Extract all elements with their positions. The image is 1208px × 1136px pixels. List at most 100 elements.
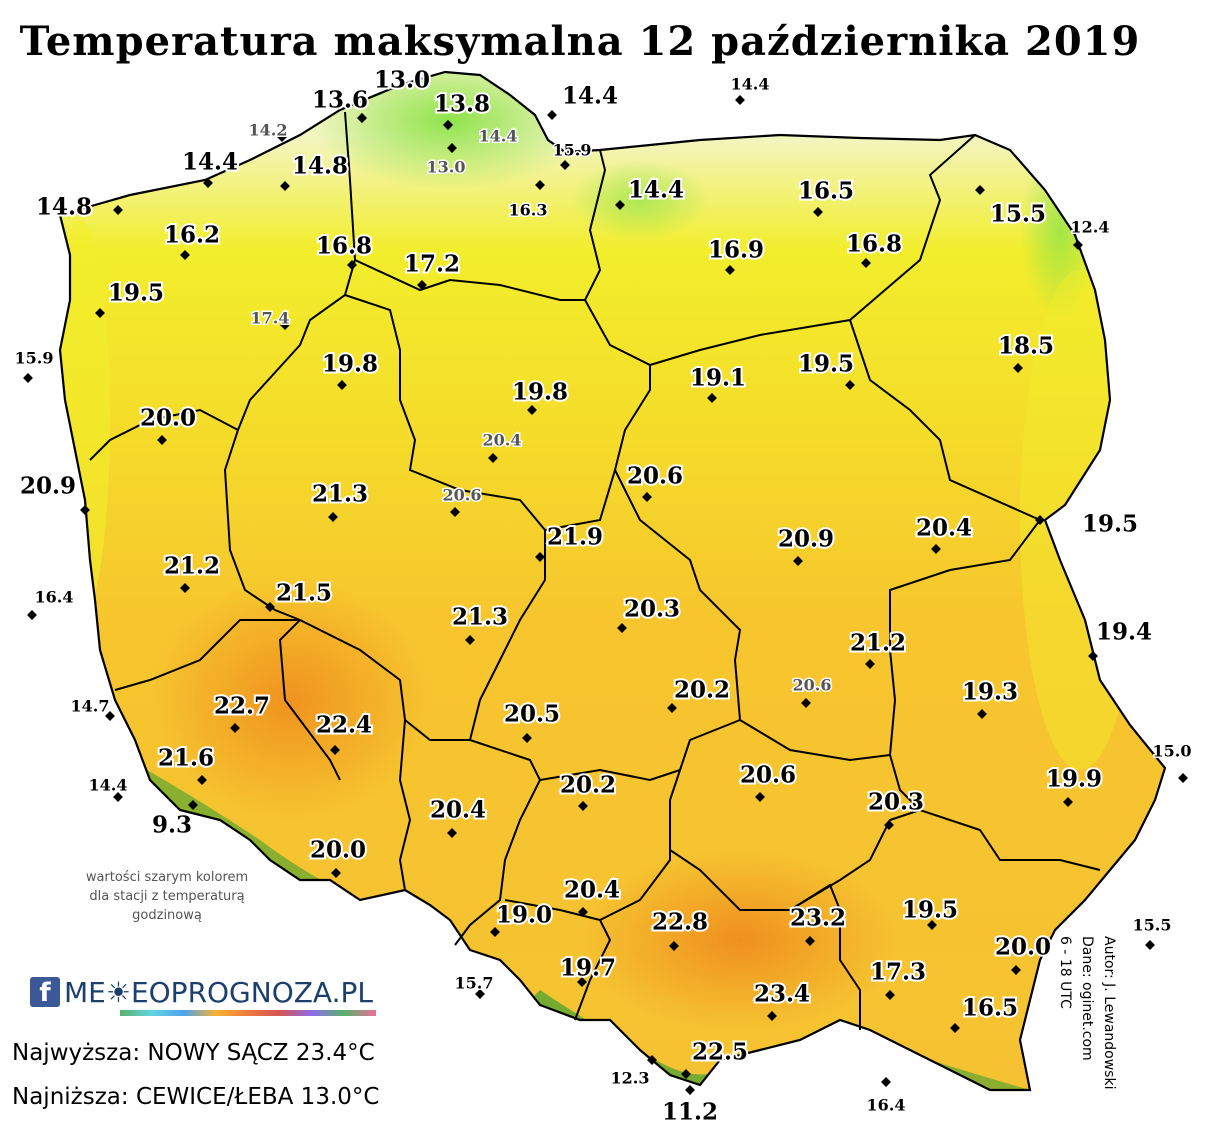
station-temperature-label: 12.3 — [611, 1069, 650, 1088]
station-temperature-label: 19.4 — [1096, 619, 1152, 646]
station-marker — [801, 698, 811, 708]
station-temperature-label: 20.2 — [674, 677, 730, 704]
station-temperature-label: 22.8 — [652, 909, 708, 936]
station-temperature-label: 16.8 — [846, 231, 902, 258]
station-marker — [105, 711, 115, 721]
station-marker — [927, 920, 937, 930]
station-marker — [328, 512, 338, 522]
station-marker — [578, 801, 588, 811]
stations-layer: 13.013.6 13.8 14.4 14.414.2 14.415.913.014.8… — [13, 65, 1193, 1128]
station-marker — [280, 181, 290, 191]
station-temperature-label: 20.3 — [624, 596, 680, 623]
station-marker — [1035, 515, 1045, 525]
station-temperature-label: 15.5 — [1133, 916, 1172, 935]
station-marker — [527, 405, 537, 415]
station-temperature-label: 20.3 — [868, 789, 924, 816]
station-temperature-label: 20.6 — [443, 486, 482, 505]
station-marker — [975, 185, 985, 195]
station-marker — [1088, 651, 1098, 661]
station-marker — [647, 1055, 657, 1065]
station-marker — [188, 800, 198, 810]
station-marker — [417, 280, 427, 290]
station-temperature-label: 19.5 — [798, 351, 854, 378]
station-temperature-label: 23.2 — [790, 905, 846, 932]
station-temperature-label: 20.0 — [310, 837, 366, 864]
station-temperature-label: 13.0 — [374, 67, 430, 94]
station-marker — [113, 205, 123, 215]
gray-values-note: wartości szarym kolorem dla stacji z tem… — [85, 870, 249, 923]
station-marker — [813, 207, 823, 217]
map-title: Temperatura maksymalna 12 października 2… — [19, 18, 1141, 65]
station-marker — [465, 635, 475, 645]
station-temperature-label: 16.2 — [164, 222, 220, 249]
station-marker — [805, 936, 815, 946]
station-temperature-label: 13.6 — [312, 87, 368, 114]
station-temperature-label: 21.3 — [452, 604, 508, 631]
station-temperature-label: 14.4 — [562, 83, 618, 110]
station-temperature-label: 14.7 — [71, 697, 110, 716]
station-temperature-label: 9.3 — [152, 812, 192, 839]
station-temperature-label: 20.5 — [504, 701, 560, 728]
station-marker — [113, 792, 123, 802]
station-marker — [681, 1069, 691, 1079]
credits: Autor: J. Lewandowski Dane: oginet.com 6… — [1040, 936, 1120, 1116]
station-marker — [157, 435, 167, 445]
station-temperature-label: 16.5 — [962, 995, 1018, 1022]
station-temperature-label: 22.7 — [214, 693, 270, 720]
station-temperature-label: 19.3 — [962, 679, 1018, 706]
station-marker — [735, 95, 745, 105]
station-marker — [755, 792, 765, 802]
station-marker — [865, 659, 875, 669]
station-temperature-label: 14.4 — [182, 149, 238, 176]
facebook-icon[interactable]: f — [30, 977, 60, 1007]
site-logo[interactable]: f ME☀EOPROGNOZA.PL — [30, 968, 373, 1016]
station-temperature-label: 14.8 — [36, 194, 92, 221]
station-marker — [793, 556, 803, 566]
station-marker — [617, 623, 627, 633]
station-marker — [488, 453, 498, 463]
station-temperature-label: 14.4 — [89, 776, 128, 795]
station-temperature-label: 20.4 — [483, 431, 522, 450]
credit-period: 6 - 18 UTC — [1057, 936, 1073, 1009]
station-temperature-label: 14.4 — [731, 75, 770, 94]
station-marker — [861, 258, 871, 268]
station-marker — [280, 320, 290, 330]
station-marker — [931, 544, 941, 554]
station-marker — [1145, 940, 1155, 950]
station-temperature-label: 18.5 — [998, 333, 1054, 360]
station-temperature-label: 19.9 — [1046, 766, 1102, 793]
highest-temperature: Najwyższa: NOWY SĄCZ 23.4°C — [12, 1040, 375, 1066]
station-temperature-label: 15.7 — [455, 974, 494, 993]
station-marker — [547, 110, 557, 120]
station-marker — [490, 927, 500, 937]
station-marker — [1063, 797, 1073, 807]
station-temperature-label: 20.4 — [564, 877, 620, 904]
station-temperature-label: 21.5 — [276, 580, 332, 607]
station-marker — [450, 507, 460, 517]
station-marker — [884, 820, 894, 830]
station-marker — [180, 583, 190, 593]
station-temperature-label: 16.3 — [509, 201, 548, 220]
station-temperature-label: 19.5 — [1082, 511, 1138, 538]
station-temperature-label: 21.9 — [547, 524, 603, 551]
station-marker — [230, 723, 240, 733]
station-temperature-label: 20.9 — [778, 526, 834, 553]
lowest-temperature: Najniższa: CEWICE/ŁEBA 13.0°C — [12, 1084, 380, 1110]
station-marker — [197, 775, 207, 785]
station-temperature-label: 20.0 — [140, 405, 196, 432]
station-marker — [23, 373, 33, 383]
station-marker — [685, 1085, 695, 1095]
station-marker — [27, 610, 37, 620]
station-marker — [180, 250, 190, 260]
station-marker — [1013, 363, 1023, 373]
station-marker — [950, 1023, 960, 1033]
station-temperature-label: 21.6 — [158, 745, 214, 772]
credit-author: Autor: J. Lewandowski — [1101, 936, 1117, 1090]
station-marker — [1073, 240, 1083, 250]
station-temperature-label: 20.9 — [20, 473, 76, 500]
logo-color-bar — [120, 1010, 376, 1016]
station-marker — [707, 393, 717, 403]
station-temperature-label: 17.3 — [870, 959, 926, 986]
station-temperature-label: 13.8 — [434, 91, 490, 118]
